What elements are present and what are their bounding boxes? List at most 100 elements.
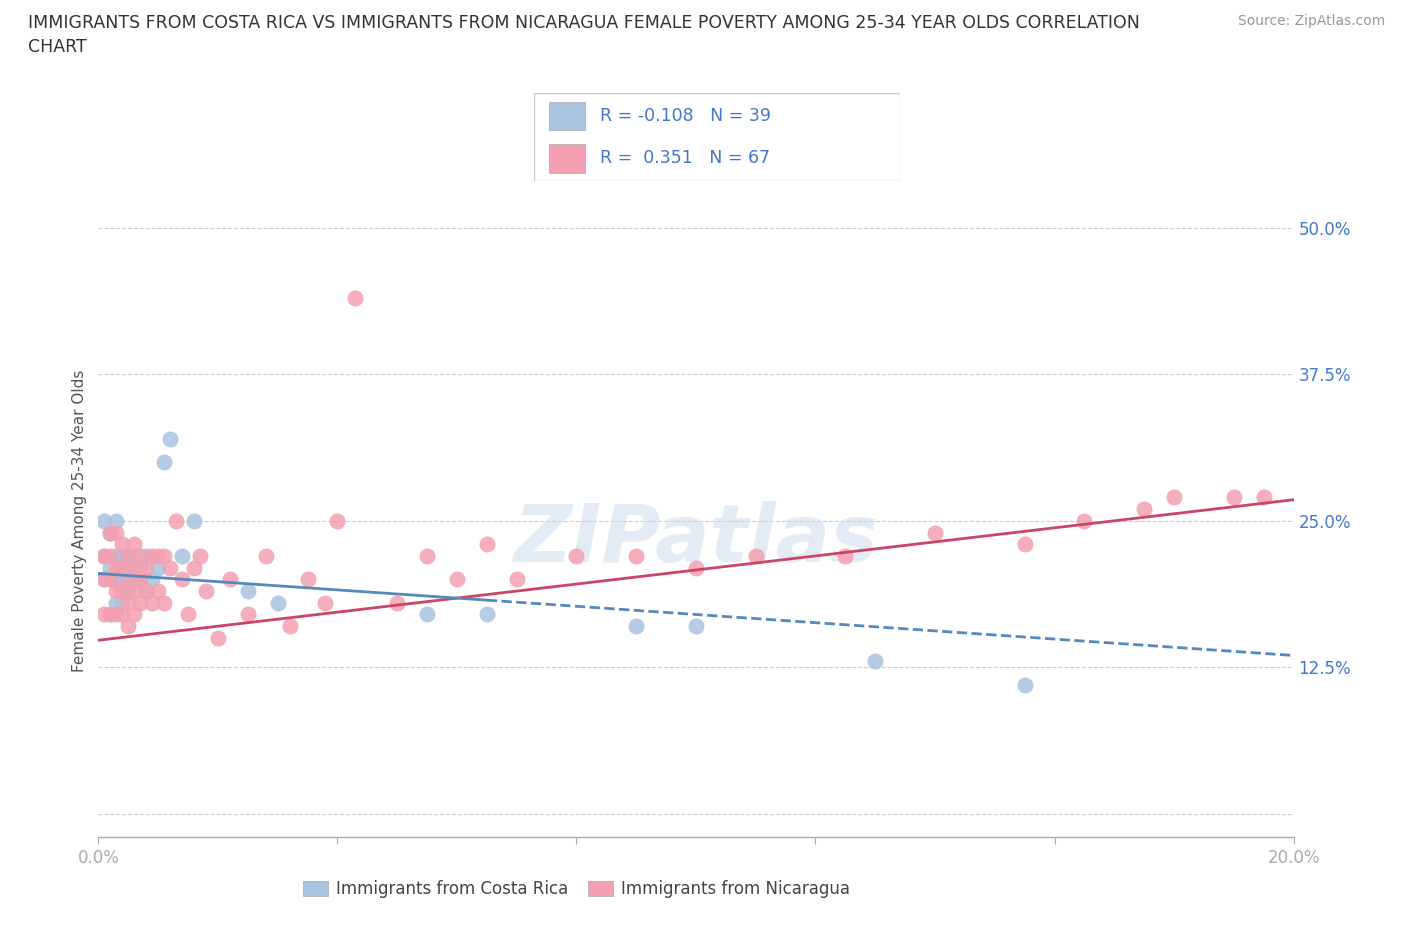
- Point: [124, 584, 146, 599]
- Point: [124, 560, 146, 575]
- Point: [105, 513, 128, 528]
- Point: [1073, 513, 1095, 528]
- Point: [117, 549, 139, 564]
- Point: [183, 513, 205, 528]
- Point: [129, 595, 152, 610]
- Point: [98, 572, 122, 587]
- Point: [188, 549, 211, 564]
- Text: R = -0.108   N = 39: R = -0.108 N = 39: [600, 107, 770, 125]
- Point: [297, 572, 319, 587]
- Point: [105, 572, 128, 587]
- Point: [1223, 490, 1246, 505]
- Point: [194, 584, 218, 599]
- Point: [177, 607, 200, 622]
- Point: [93, 572, 115, 587]
- Point: [565, 549, 588, 564]
- Point: [135, 584, 157, 599]
- Point: [183, 560, 205, 575]
- Point: [219, 572, 242, 587]
- Point: [98, 560, 122, 575]
- Point: [124, 572, 146, 587]
- Point: [141, 595, 163, 610]
- Point: [446, 572, 468, 587]
- Point: [153, 549, 176, 564]
- Point: [236, 584, 259, 599]
- Y-axis label: Female Poverty Among 25-34 Year Olds: Female Poverty Among 25-34 Year Olds: [72, 369, 87, 672]
- Point: [624, 549, 647, 564]
- Point: [141, 549, 163, 564]
- Point: [685, 618, 707, 633]
- Point: [111, 607, 134, 622]
- Point: [124, 537, 146, 551]
- Point: [924, 525, 946, 540]
- Point: [129, 549, 152, 564]
- Point: [135, 584, 157, 599]
- Point: [1014, 677, 1036, 692]
- Point: [165, 513, 187, 528]
- Point: [98, 607, 122, 622]
- Point: [416, 549, 439, 564]
- Point: [135, 549, 157, 564]
- Point: [685, 560, 707, 575]
- Point: [93, 549, 115, 564]
- Point: [267, 595, 290, 610]
- Point: [105, 560, 128, 575]
- Point: [865, 654, 887, 669]
- Point: [117, 595, 139, 610]
- Point: [135, 560, 157, 575]
- Point: [172, 549, 194, 564]
- Point: [506, 572, 529, 587]
- Point: [207, 631, 229, 645]
- Point: [385, 595, 409, 610]
- Point: [326, 513, 349, 528]
- Text: IMMIGRANTS FROM COSTA RICA VS IMMIGRANTS FROM NICARAGUA FEMALE POVERTY AMONG 25-: IMMIGRANTS FROM COSTA RICA VS IMMIGRANTS…: [28, 14, 1140, 56]
- Point: [1253, 490, 1275, 505]
- Point: [416, 607, 439, 622]
- Point: [105, 595, 128, 610]
- Point: [475, 607, 498, 622]
- Point: [129, 560, 152, 575]
- Point: [148, 549, 170, 564]
- Point: [98, 549, 122, 564]
- Point: [129, 572, 152, 587]
- Point: [1163, 490, 1185, 505]
- Point: [98, 525, 122, 540]
- Point: [117, 572, 139, 587]
- Point: [153, 455, 176, 470]
- Point: [111, 549, 134, 564]
- Point: [834, 549, 856, 564]
- Text: R =  0.351   N = 67: R = 0.351 N = 67: [600, 150, 770, 167]
- Point: [111, 572, 134, 587]
- Point: [475, 537, 498, 551]
- Point: [159, 560, 181, 575]
- Point: [105, 607, 128, 622]
- Point: [315, 595, 337, 610]
- Point: [141, 572, 163, 587]
- Point: [93, 572, 115, 587]
- Point: [117, 618, 139, 633]
- Point: [111, 537, 134, 551]
- Point: [117, 549, 139, 564]
- Point: [93, 513, 115, 528]
- FancyBboxPatch shape: [534, 93, 900, 181]
- Point: [1133, 501, 1156, 516]
- Point: [98, 607, 122, 622]
- Point: [148, 560, 170, 575]
- Point: [105, 525, 128, 540]
- FancyBboxPatch shape: [548, 144, 585, 173]
- Point: [124, 549, 146, 564]
- Point: [93, 607, 115, 622]
- Text: Source: ZipAtlas.com: Source: ZipAtlas.com: [1237, 14, 1385, 28]
- Point: [117, 584, 139, 599]
- Point: [159, 432, 181, 446]
- Point: [111, 584, 134, 599]
- Point: [153, 595, 176, 610]
- Point: [111, 595, 134, 610]
- Point: [254, 549, 277, 564]
- Point: [148, 584, 170, 599]
- Point: [111, 560, 134, 575]
- Text: ZIPatlas: ZIPatlas: [513, 500, 879, 578]
- Point: [129, 572, 152, 587]
- Point: [172, 572, 194, 587]
- Point: [1014, 537, 1036, 551]
